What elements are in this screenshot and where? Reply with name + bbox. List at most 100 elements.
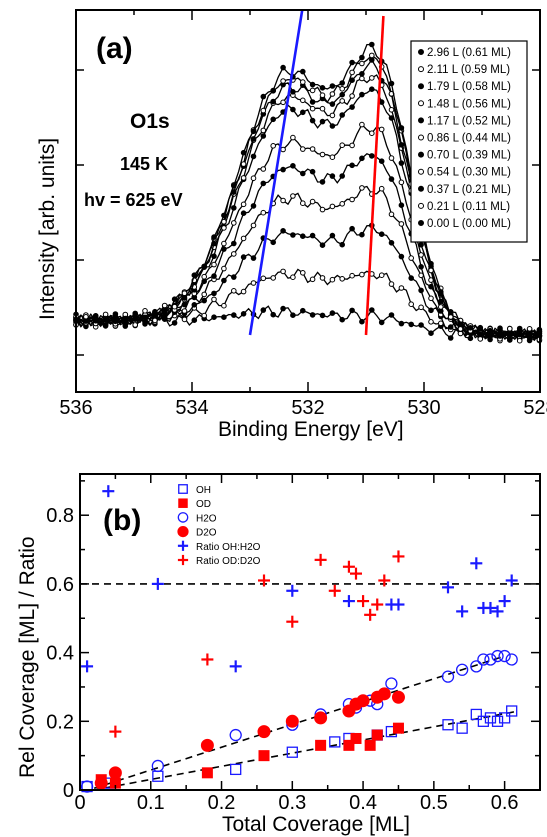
a-spectrum-point [231, 251, 237, 257]
a-spectrum-point [398, 125, 405, 131]
a-legend-label: 0.00 L (0.00 ML) [427, 218, 511, 230]
a-spectrum-point [171, 320, 178, 326]
b-x-tick-label: 0.1 [137, 792, 165, 814]
a-spectrum-point [201, 312, 207, 319]
b-point-filled-circle [94, 776, 108, 790]
a-spectrum-point [280, 64, 286, 71]
a-x-tick-label: 530 [407, 397, 440, 419]
a-spectrum-point [309, 312, 316, 318]
b-point-plus [342, 560, 355, 573]
a-spectrum-point [290, 274, 296, 281]
a-spectrum-point [211, 253, 217, 260]
b-legend-marker [178, 498, 188, 508]
a-spectrum-point [388, 240, 395, 246]
b-point-open-circle [498, 649, 511, 663]
a-spectrum-point [438, 304, 444, 310]
a-legend-marker [418, 151, 424, 158]
a-spectrum-point [369, 41, 375, 48]
a-x-tick-label: 532 [291, 397, 324, 419]
a-spectrum-point [309, 87, 316, 94]
a-legend-marker [418, 66, 424, 73]
a-spectrum-point [221, 302, 227, 309]
b-point-filled-circle [314, 711, 328, 725]
a-spectrum-point [339, 142, 346, 148]
a-spectrum-point [250, 203, 257, 209]
a-spectrum-point [388, 312, 395, 318]
b-legend-label: H2O [196, 513, 217, 524]
b-point-plus [151, 577, 164, 590]
a-spectrum-point [369, 57, 375, 63]
a-spectrum-point [309, 99, 316, 105]
a-spectrum-point [319, 206, 326, 213]
b-point-plus [328, 584, 341, 597]
a-spectrum-point [526, 326, 533, 332]
b-point-open-circle [477, 653, 490, 666]
a-legend-label: 0.21 L (0.11 ML) [427, 201, 510, 213]
b-plot-frame [79, 473, 541, 791]
a-spectrum-point [398, 179, 405, 186]
a-x-tick-label: 536 [59, 397, 92, 419]
a-spectrum-point [319, 312, 326, 319]
a-spectrum-point [300, 307, 306, 314]
a-x-tick-label: 534 [175, 397, 208, 419]
a-spectrum-point [398, 202, 405, 208]
a-spectrum-point [221, 265, 227, 272]
a-spectrum-point [211, 261, 217, 268]
a-spectrum-point [388, 176, 395, 182]
a-spectrum-point [201, 291, 207, 298]
a-spectrum-point [487, 328, 493, 335]
b-x-tick-label: 0.5 [420, 792, 448, 814]
a-spectrum-point [231, 205, 237, 211]
a-spectrum-point [329, 112, 336, 119]
b-legend-marker [178, 484, 188, 494]
a-spectrum-point [290, 134, 296, 141]
b-y-tick-label: 0.8 [46, 505, 74, 527]
a-spectrum-point [92, 318, 99, 324]
a-spectrum-point [329, 154, 336, 160]
a-spectrum-point [280, 268, 286, 275]
a-spectrum-point [270, 116, 277, 123]
a-spectrum-point [290, 163, 296, 169]
a-spectrum-point [467, 325, 474, 331]
b-point-filled-square [371, 729, 383, 741]
b-point-filled-circle [285, 714, 299, 728]
b-point-open-square [230, 763, 242, 776]
a-spectrum-point [349, 272, 355, 279]
b-point-open-circle [484, 653, 497, 666]
b-ticks: 0 0.1 0.2 0.3 0.4 0.5 0.6 0 0.2 0.4 0.6 0.8 [46, 474, 541, 814]
b-point-plus [484, 601, 497, 614]
a-ticks: 536 534 532 530 528 [59, 10, 547, 419]
b-point-plus [470, 557, 483, 570]
a-spectrum-point [231, 312, 237, 318]
b-point-open-square [329, 736, 341, 748]
a-spectrum-point [359, 75, 365, 82]
b-point-open-circle [491, 649, 504, 663]
a-spectrum-point [507, 325, 513, 332]
a-spectrum-point [191, 272, 198, 279]
a-spectrum-point [319, 179, 326, 185]
a-spectrum-point [231, 220, 237, 226]
b-legend-label: OD [196, 499, 211, 510]
a-spectrum-point [161, 302, 168, 309]
a-spectrum-point [270, 275, 277, 281]
b-point-open-circle [456, 663, 469, 676]
a-spectrum-point [260, 133, 267, 139]
a-legend-label: 0.54 L (0.30 ML) [427, 167, 511, 179]
a-spectrum-point [161, 310, 168, 316]
a-spectrum-point [181, 316, 188, 323]
b-point-open-circle [470, 660, 483, 673]
a-spectrum-point [359, 185, 365, 191]
a-spectrum-point [290, 232, 296, 238]
b-point-plus [286, 584, 299, 597]
b-point-filled-square [201, 767, 213, 779]
a-spectrum-point [339, 316, 346, 323]
a-spectrum-point [290, 312, 296, 319]
b-point-filled-circle [391, 690, 405, 704]
b-legend-marker [177, 526, 189, 538]
b-point-open-circle [229, 728, 242, 742]
a-spectrum-point [240, 288, 247, 295]
a-spectrum-point [418, 252, 424, 258]
a-spectrum-point [309, 198, 316, 205]
a-spectrum-point [349, 225, 355, 232]
